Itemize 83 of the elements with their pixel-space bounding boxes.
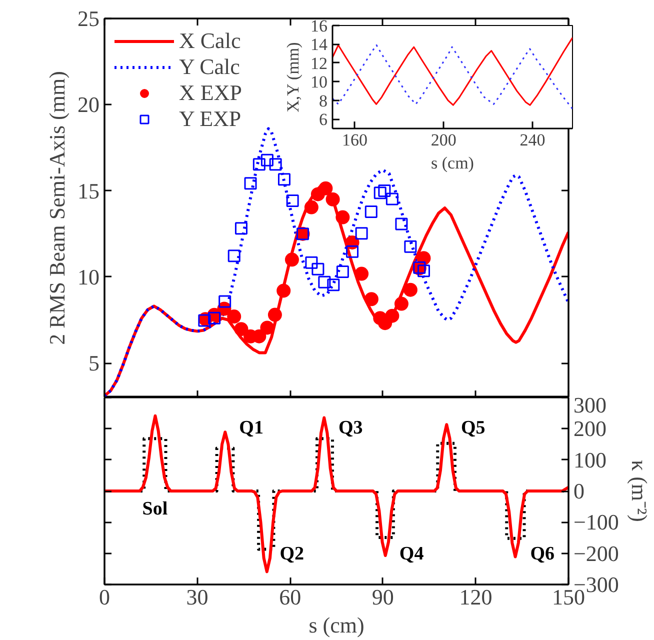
- y-tick-label: 8: [319, 91, 328, 110]
- point: [355, 227, 368, 240]
- y-tick-label: 0: [574, 478, 584, 504]
- y-tick-label: 6: [319, 110, 328, 130]
- point: [416, 251, 431, 266]
- legend-label: Y EXP: [179, 106, 242, 132]
- point: [234, 222, 248, 235]
- x-tick-label: 30: [186, 584, 208, 610]
- point: [318, 276, 331, 288]
- y-tick-label: −200: [574, 540, 619, 566]
- legend-label: Y Calc: [179, 54, 240, 80]
- point: [385, 308, 400, 323]
- point: [364, 292, 378, 306]
- point: [260, 320, 274, 335]
- x-tick-label: 160: [342, 130, 368, 150]
- point: [252, 158, 266, 171]
- point: [374, 186, 386, 200]
- point: [305, 256, 318, 269]
- annotation: Q4: [399, 544, 424, 564]
- point: [336, 210, 350, 224]
- x-tick-label: 200: [430, 130, 456, 150]
- point: [394, 296, 408, 311]
- point: [234, 322, 248, 336]
- point: [244, 177, 257, 190]
- y-tick-label: 12: [310, 54, 328, 73]
- point: [354, 266, 369, 281]
- legend-label: X EXP: [179, 80, 242, 106]
- point: [312, 262, 324, 276]
- legend-label: X Calc: [179, 28, 241, 54]
- point: [276, 284, 291, 298]
- y-tick-label: 20: [78, 92, 100, 118]
- annotation: Sol: [142, 498, 168, 520]
- y-axis-title: κ (m⁻²): [626, 460, 652, 522]
- x-tick-label: 120: [459, 584, 492, 610]
- point: [346, 245, 359, 258]
- y-tick-label: 16: [310, 16, 328, 36]
- point: [403, 282, 418, 297]
- point: [284, 252, 299, 267]
- y-axis-title: 2 RMS Beam Semi-Axis (mm): [44, 71, 70, 345]
- annotation: Q6: [530, 544, 555, 564]
- point: [227, 310, 242, 324]
- point: [260, 154, 274, 166]
- x-axis-title: s (cm): [308, 612, 364, 638]
- point: [417, 264, 430, 278]
- point: [326, 192, 340, 206]
- point: [304, 200, 318, 214]
- line-series: [332, 36, 572, 106]
- point: [278, 173, 290, 186]
- y-tick-label: 5: [88, 350, 100, 376]
- y-tick-label: 10: [310, 72, 328, 92]
- x-axis-title: s (cm): [431, 154, 474, 172]
- point: [404, 240, 417, 253]
- x-tick-label: 240: [520, 130, 546, 150]
- point: [268, 308, 282, 322]
- annotation: Q3: [338, 418, 363, 438]
- y-tick-label: 10: [78, 264, 100, 290]
- y-axis-title: X,Y (mm): [284, 42, 302, 112]
- point: [378, 184, 391, 198]
- point: [386, 192, 398, 206]
- annotation: Q5: [460, 418, 486, 438]
- point: [286, 194, 299, 208]
- point: [269, 158, 282, 171]
- y-tick-label: −100: [574, 510, 619, 535]
- point: [327, 278, 340, 292]
- line-series: [332, 44, 572, 110]
- x-tick-label: 90: [372, 584, 394, 610]
- y-tick-label: 14: [310, 35, 328, 54]
- y-tick-label: 300: [574, 392, 606, 418]
- point: [228, 250, 240, 262]
- point: [218, 295, 232, 308]
- annotation: Q1: [239, 418, 264, 438]
- point: [364, 206, 378, 218]
- y-tick-label: 25: [78, 6, 100, 31]
- y-tick-label: 100: [574, 447, 606, 472]
- y-tick-label: 15: [78, 178, 100, 204]
- line-series: [104, 414, 568, 574]
- annotation: Q2: [280, 544, 304, 564]
- point: [395, 218, 408, 230]
- point: [208, 312, 221, 324]
- point: [336, 265, 349, 278]
- point: [318, 181, 333, 196]
- y-tick-label: 200: [574, 416, 606, 442]
- x-tick-label: 60: [279, 584, 302, 610]
